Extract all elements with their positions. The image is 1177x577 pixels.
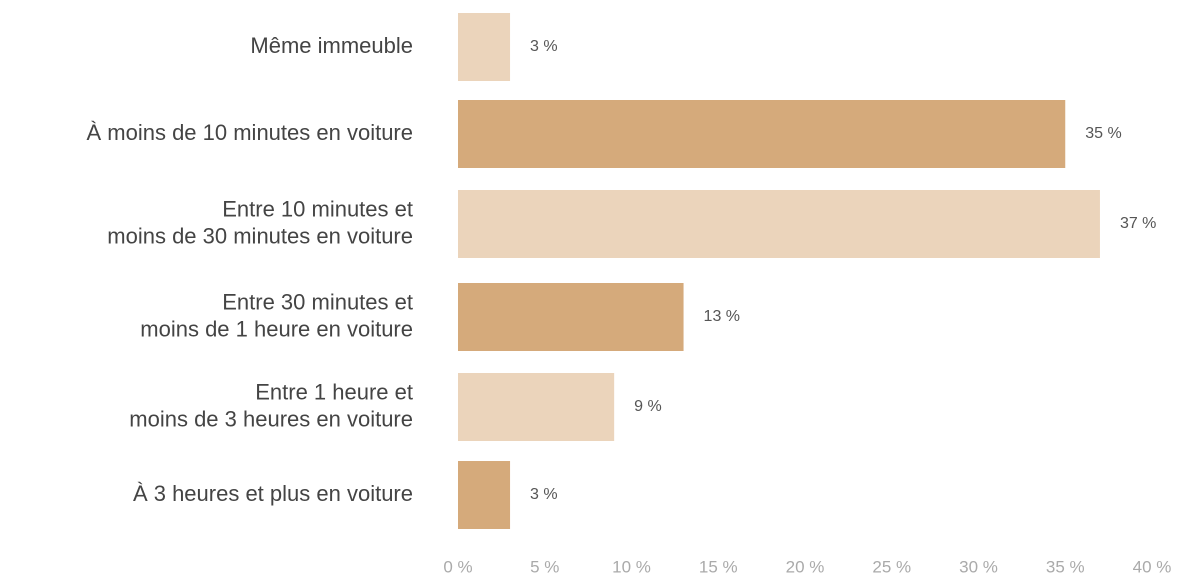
category-label: Même immeuble [250,33,413,58]
x-tick-label: 20 % [786,557,825,576]
value-label: 3 % [530,486,558,503]
value-label: 35 % [1085,125,1121,142]
x-tick-label: 10 % [612,557,651,576]
bar [458,373,615,441]
category-line: Même immeuble [250,33,413,58]
category-line: Entre 30 minutes et [222,289,413,314]
x-tick-label: 30 % [959,557,998,576]
category-line: moins de 1 heure en voiture [140,316,413,341]
category-label: Entre 30 minutes et moins de 1 heure en v… [140,289,413,341]
bar [458,190,1100,258]
x-tick-label: 35 % [1046,557,1085,576]
category-label: Entre 1 heure et moins de 3 heures en voi… [129,379,413,431]
category-label: À 3 heures et plus en voiture [133,481,413,506]
x-tick-label: 25 % [872,557,911,576]
value-label: 9 % [634,398,662,415]
category-label: À moins de 10 minutes en voiture [86,120,413,145]
value-label: 13 % [704,308,740,325]
x-tick-label: 0 % [443,557,472,576]
bar [458,13,511,81]
category-line: moins de 30 minutes en voiture [107,223,413,248]
value-label: 3 % [530,38,558,55]
value-label: 37 % [1120,215,1156,232]
category-line: À moins de 10 minutes en voiture [86,120,413,145]
category-line: Entre 1 heure et [255,379,413,404]
category-line: À 3 heures et plus en voiture [133,481,413,506]
bar [458,100,1066,168]
bar [458,461,511,529]
x-tick-label: 5 % [530,557,559,576]
x-tick-label: 15 % [699,557,738,576]
category-line: moins de 3 heures en voiture [129,406,413,431]
category-line: Entre 10 minutes et [222,196,413,221]
x-tick-label: 40 % [1133,557,1172,576]
category-label: Entre 10 minutes et moins de 30 minutes e… [107,196,413,248]
bar [458,283,684,351]
